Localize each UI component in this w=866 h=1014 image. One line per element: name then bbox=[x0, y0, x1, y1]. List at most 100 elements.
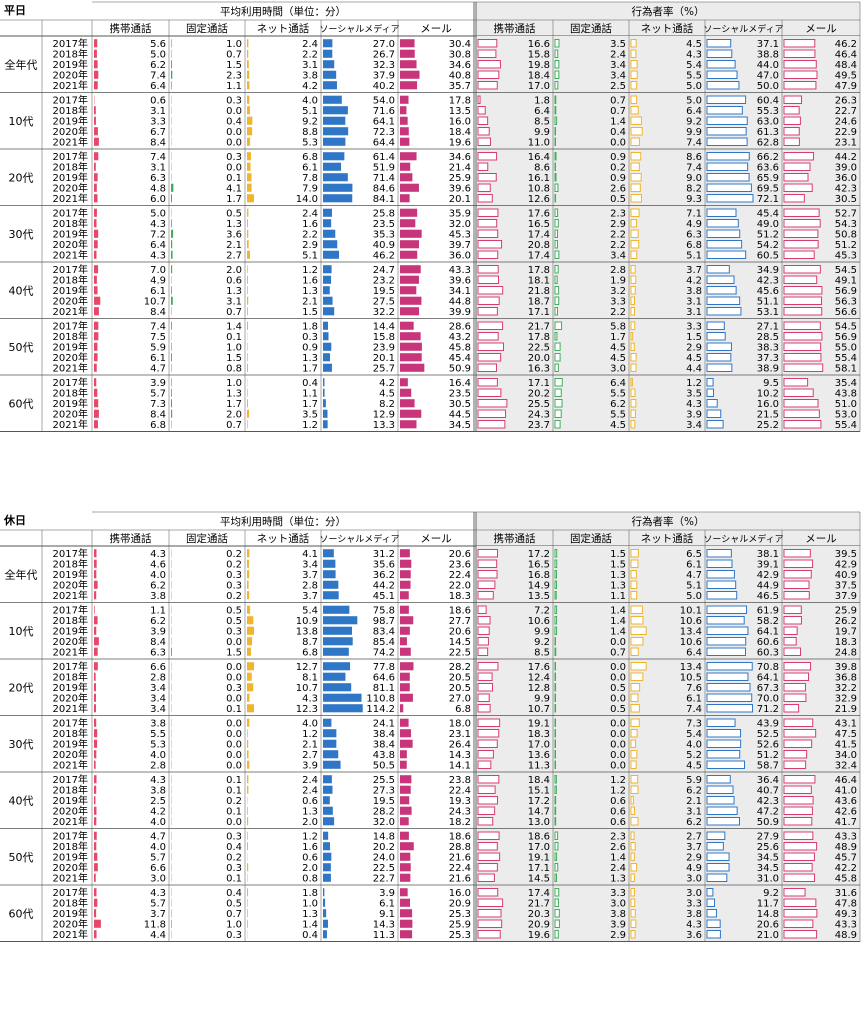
s1-time-bar-mobile bbox=[94, 672, 96, 681]
s1-time-bar-social bbox=[323, 760, 341, 769]
s0-time-value-landline: 0.4 bbox=[226, 117, 242, 128]
s0-time-value-mail: 17.8 bbox=[449, 96, 471, 107]
s0-rate-value-landline: 0.2 bbox=[610, 163, 626, 174]
s1-time-bar-social bbox=[323, 919, 328, 928]
s0-time-value-landline: 0.7 bbox=[226, 307, 242, 318]
s0-time-value-mail: 44.5 bbox=[449, 410, 471, 421]
s1-time-value-mail: 22.5 bbox=[449, 648, 471, 659]
s1-time-value-landline: 0.0 bbox=[226, 662, 242, 673]
s0-rate-bar-landline bbox=[554, 116, 558, 125]
s1-rate-bar-landline bbox=[554, 796, 557, 805]
s1-rate-bar-net bbox=[630, 852, 635, 861]
s1-rate-value-mail: 32.9 bbox=[835, 694, 857, 705]
s0-col-header-time-social: ソーシャルメディア bbox=[319, 23, 399, 35]
s1-time-bar-social bbox=[323, 662, 351, 671]
s1-rate-value-mail: 31.6 bbox=[835, 888, 857, 899]
s1-time-bar-social bbox=[323, 616, 358, 625]
s0-time-value-social: 4.2 bbox=[379, 378, 395, 389]
s0-time-value-mail: 13.5 bbox=[449, 106, 471, 117]
s1-time-bar-mail bbox=[400, 919, 413, 928]
s1-rate-value-net: 10.5 bbox=[680, 673, 702, 684]
s1-time-value-net: 1.2 bbox=[302, 729, 318, 740]
s1-time-bar-mail bbox=[400, 739, 413, 748]
s0-time-value-social: 24.7 bbox=[373, 265, 395, 276]
s1-rate-bar-social bbox=[706, 760, 746, 769]
s0-time-value-landline: 0.1 bbox=[226, 173, 242, 184]
s0-year-label: 2018年 bbox=[53, 48, 88, 61]
s0-time-value-mobile: 7.3 bbox=[150, 399, 166, 410]
s1-rate-value-landline: 0.0 bbox=[610, 761, 626, 772]
s0-rate-bar-net bbox=[630, 409, 636, 418]
s1-time-value-social: 24.0 bbox=[373, 853, 395, 864]
s1-rate-bar-landline bbox=[554, 683, 557, 692]
s0-time-bar-social bbox=[323, 95, 342, 104]
s0-rate-bar-social bbox=[706, 321, 725, 330]
s0-rate-value-mail: 50.8 bbox=[835, 230, 857, 241]
s1-rate-bar-mobile bbox=[477, 863, 498, 872]
s1-rate-value-mobile: 18.4 bbox=[528, 775, 550, 786]
s1-rate-bar-net bbox=[630, 750, 638, 759]
s0-rate-value-social: 28.5 bbox=[757, 332, 779, 343]
s1-time-value-social: 45.1 bbox=[373, 591, 395, 602]
s1-group-header-rate: 行為者率（%） bbox=[632, 515, 705, 528]
s0-time-value-mobile: 6.0 bbox=[150, 194, 166, 205]
s0-col-header-rate-landline: 固定通話 bbox=[570, 22, 612, 35]
s0-rate-bar-landline bbox=[554, 194, 557, 203]
s1-rate-value-mobile: 9.9 bbox=[534, 627, 550, 638]
s1-rate-value-landline: 2.9 bbox=[610, 930, 626, 941]
s1-rate-bar-net bbox=[630, 683, 641, 692]
s0-time-value-mail: 34.6 bbox=[449, 152, 471, 163]
s1-time-value-net: 2.4 bbox=[302, 775, 318, 786]
s1-age-label: 全年代 bbox=[5, 567, 38, 581]
s0-time-value-social: 12.9 bbox=[373, 410, 395, 421]
s0-time-bar-mobile bbox=[94, 332, 99, 341]
s0-time-value-mobile: 7.5 bbox=[150, 332, 166, 343]
s1-time-value-social: 77.8 bbox=[373, 662, 395, 673]
s0-time-value-social: 14.4 bbox=[373, 322, 395, 333]
s1-rate-value-landline: 1.5 bbox=[610, 549, 626, 560]
s0-time-bar-mail bbox=[400, 106, 407, 115]
s1-year-label: 2018年 bbox=[53, 840, 88, 853]
s0-rate-value-mobile: 21.8 bbox=[528, 286, 550, 297]
s1-time-bar-landline bbox=[171, 919, 172, 928]
s1-rate-value-social: 9.2 bbox=[763, 888, 779, 899]
s0-rate-value-net: 6.3 bbox=[686, 230, 702, 241]
s1-time-bar-social bbox=[323, 842, 331, 851]
s0-time-value-mail: 25.9 bbox=[449, 173, 471, 184]
s1-time-bar-mail bbox=[400, 888, 408, 897]
s0-rate-bar-landline bbox=[554, 106, 557, 115]
s1-time-value-social: 64.6 bbox=[373, 673, 395, 684]
s0-rate-value-mobile: 18.7 bbox=[528, 297, 550, 308]
s0-rate-bar-social bbox=[706, 388, 715, 397]
s1-time-value-mobile: 2.8 bbox=[150, 673, 166, 684]
s1-rate-value-social: 52.5 bbox=[757, 729, 779, 740]
s1-rate-bar-social bbox=[706, 909, 717, 918]
s1-time-value-landline: 0.2 bbox=[226, 796, 242, 807]
s1-time-value-net: 3.4 bbox=[302, 560, 318, 571]
s0-rate-value-net: 7.4 bbox=[686, 138, 702, 149]
s1-time-bar-social bbox=[323, 785, 333, 794]
s0-rate-bar-social bbox=[706, 307, 742, 316]
s0-rate-value-social: 63.6 bbox=[757, 163, 779, 174]
s0-time-value-mail: 40.8 bbox=[449, 71, 471, 82]
s0-rate-value-landline: 1.9 bbox=[610, 276, 626, 287]
s0-rate-value-landline: 0.5 bbox=[610, 194, 626, 205]
s1-rate-value-social: 51.2 bbox=[757, 750, 779, 761]
s0-rate-value-mail: 52.7 bbox=[835, 209, 857, 220]
s1-rate-value-social: 58.2 bbox=[757, 616, 779, 627]
s0-time-value-net: 2.4 bbox=[302, 39, 318, 50]
s0-time-value-mail: 28.6 bbox=[449, 322, 471, 333]
s0-rate-value-mobile: 18.1 bbox=[528, 276, 550, 287]
s0-time-value-landline: 1.7 bbox=[226, 194, 242, 205]
s1-time-bar-net bbox=[247, 704, 254, 713]
s0-rate-value-landline: 5.5 bbox=[610, 389, 626, 400]
s1-rate-value-net: 5.9 bbox=[686, 775, 702, 786]
s0-rate-value-social: 49.0 bbox=[757, 219, 779, 230]
s0-rate-bar-landline bbox=[554, 127, 556, 136]
s1-rate-bar-mobile bbox=[477, 919, 503, 928]
s0-time-value-net: 2.1 bbox=[302, 297, 318, 308]
s1-time-value-mail: 27.0 bbox=[449, 694, 471, 705]
s1-rate-header-bg bbox=[476, 512, 860, 546]
s1-year-label: 2021年 bbox=[53, 759, 88, 772]
